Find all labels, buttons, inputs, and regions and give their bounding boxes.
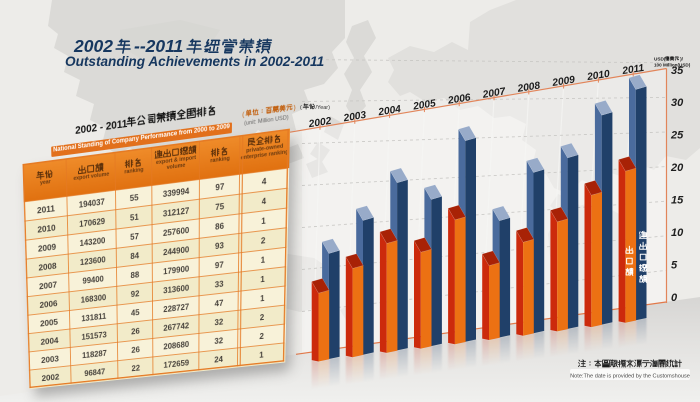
svg-text:)/: )/ xyxy=(680,57,684,62)
svg-text:/Year): /Year) xyxy=(316,105,331,111)
svg-text:USD(: USD( xyxy=(654,57,666,62)
svg-text:15: 15 xyxy=(671,195,684,207)
svg-text:10: 10 xyxy=(671,227,684,239)
svg-text:2002: 2002 xyxy=(307,116,332,131)
svg-text:0: 0 xyxy=(671,292,678,304)
svg-text:2010: 2010 xyxy=(585,69,610,84)
svg-text:(: ( xyxy=(242,111,245,119)
svg-text:2006: 2006 xyxy=(446,92,471,107)
svg-text:Note:The date is provided by t: Note:The date is provided by the Customs… xyxy=(570,374,690,380)
svg-text:20: 20 xyxy=(670,162,684,174)
svg-text:2007: 2007 xyxy=(481,86,507,101)
svg-text:2008: 2008 xyxy=(516,80,541,95)
svg-text:30: 30 xyxy=(671,97,684,109)
svg-text:100 Million(USD): 100 Million(USD) xyxy=(654,62,691,67)
svg-text:(unit: Million USD): (unit: Million USD) xyxy=(244,115,289,127)
svg-text:5: 5 xyxy=(671,260,678,272)
svg-text:35: 35 xyxy=(671,65,684,77)
svg-text:2009: 2009 xyxy=(551,75,576,90)
svg-text:2011: 2011 xyxy=(621,63,646,78)
svg-text:2002 - 2011: 2002 - 2011 xyxy=(75,119,128,137)
svg-text:2003: 2003 xyxy=(342,110,367,125)
svg-text:(: ( xyxy=(300,105,302,111)
svg-text:2004: 2004 xyxy=(377,104,402,119)
svg-text:2005: 2005 xyxy=(411,98,436,113)
svg-text:2002: 2002 xyxy=(73,36,113,56)
svg-text:): ) xyxy=(293,104,295,112)
svg-text:25: 25 xyxy=(670,130,684,142)
svg-text:Outstanding Achievements in 20: Outstanding Achievements in 2002-2011 xyxy=(65,54,324,69)
svg-text:--2011: --2011 xyxy=(134,36,183,56)
